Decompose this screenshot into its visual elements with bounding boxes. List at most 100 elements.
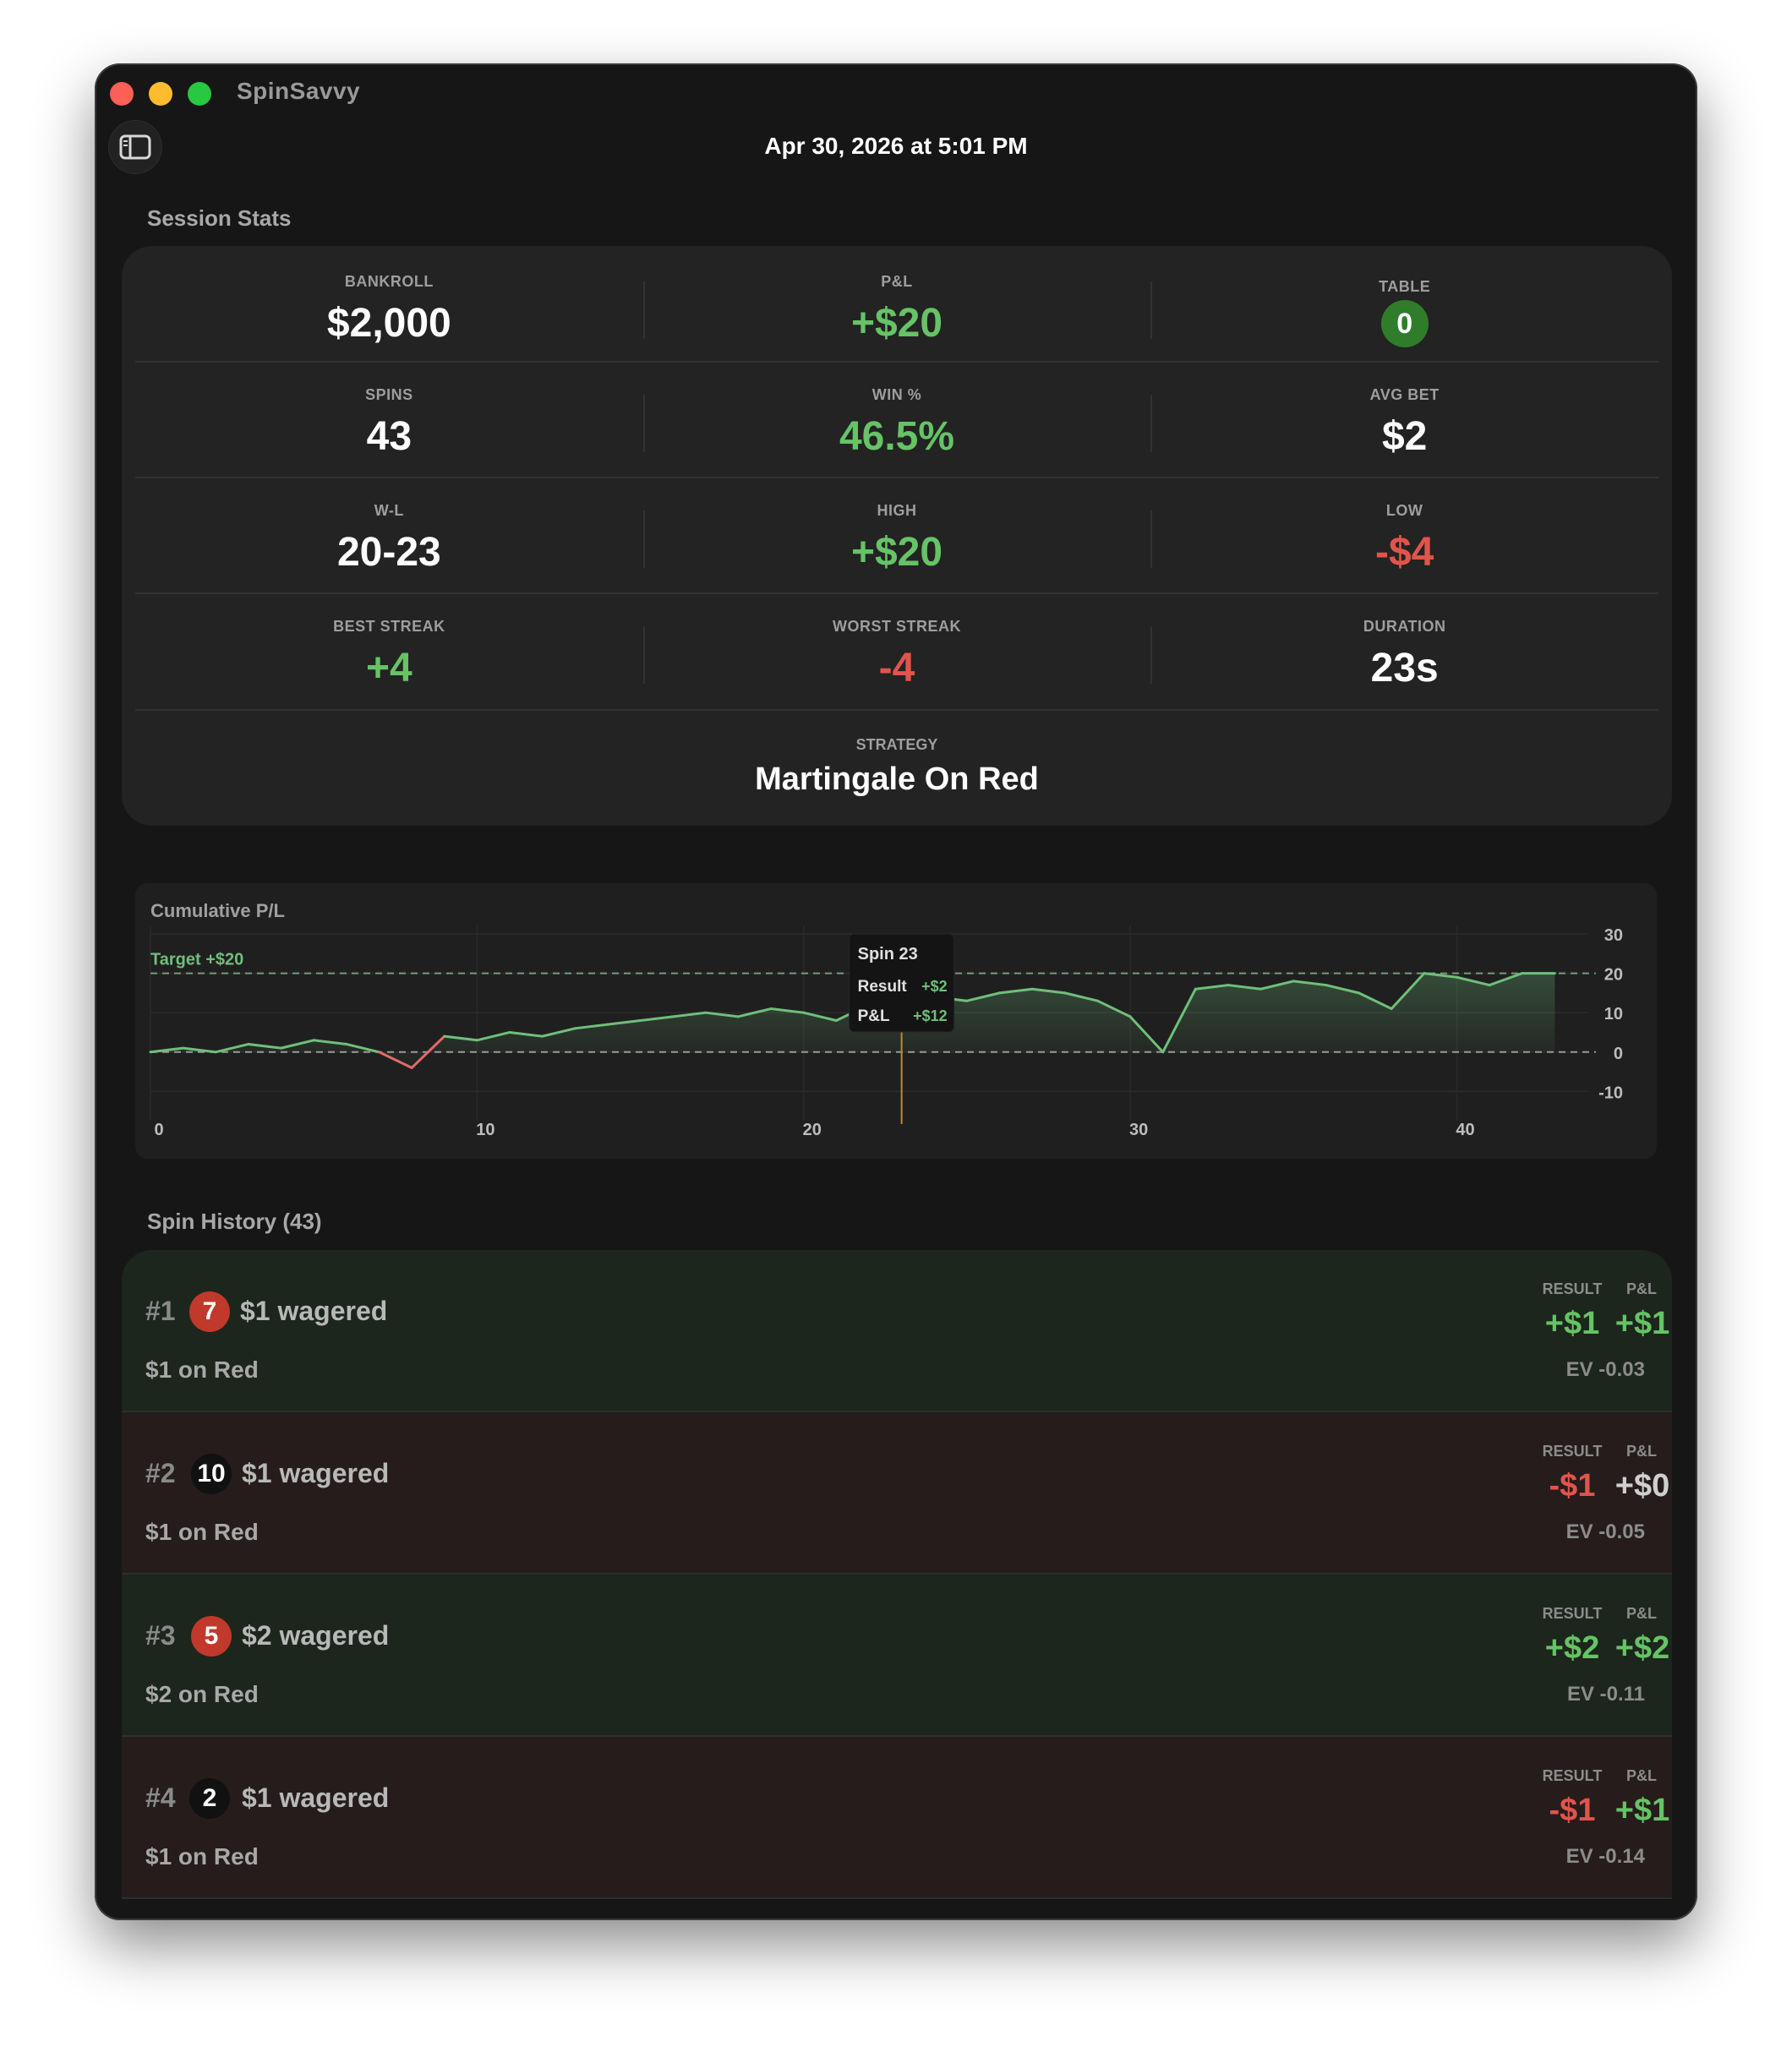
pl-line-segment (443, 1034, 478, 1042)
ball-number: 5 (191, 1616, 232, 1657)
divider (122, 1897, 1672, 1899)
stat-value: 20-23 (336, 530, 441, 575)
spin-row[interactable]: #2 10 $1 wagered $1 on Red RESULT P&L -$… (122, 1412, 1672, 1575)
pl-line-segment (1292, 980, 1328, 987)
pl-line-segment (1227, 984, 1263, 991)
toggle-sidebar-button[interactable] (108, 120, 162, 174)
pl-line-segment (312, 1039, 348, 1045)
pl-line-segment (736, 1007, 773, 1018)
pl-line-segment (541, 1027, 576, 1038)
spin-number: #4 (145, 1782, 176, 1813)
pl-line-segment (639, 1015, 675, 1022)
pl-line-segment (1488, 972, 1524, 987)
pl-line-segment (149, 1046, 185, 1054)
stat-duration: DURATION 23s (1150, 598, 1658, 713)
pl-chart-svg[interactable]: 30 20 10 0 -10 0 10 20 30 40 Target +$20 Spin 23 Res… (135, 883, 1657, 1159)
stat-value: +4 (365, 646, 412, 691)
spin-number: #2 (145, 1458, 176, 1488)
stat-value: +$20 (850, 301, 943, 346)
spin-row[interactable]: #4 2 $1 wagered $1 on Red RESULT P&L -$1… (122, 1737, 1672, 1899)
stat-bankroll: BANKROLL $2,000 (135, 253, 643, 368)
ball-number: 10 (191, 1454, 232, 1494)
bet-description: $2 on Red (145, 1681, 259, 1707)
ball-number: 7 (189, 1291, 230, 1332)
divider (122, 1411, 1672, 1412)
session-stats-card: BANKROLL $2,000 P&L +$20 TABLE 0 SPINS 4… (122, 246, 1672, 826)
tooltip-result-label: Result (858, 978, 908, 996)
pl-line-segment (508, 1030, 544, 1038)
app-title: SpinSavvy (237, 78, 361, 104)
stat-avg-bet: AVG BET $2 (1150, 366, 1658, 482)
stat-label: WORST STREAK (833, 618, 961, 635)
pl-line-segment (1128, 1015, 1165, 1054)
tooltip-pnl-label: P&L (858, 1007, 890, 1025)
strategy-value: Martingale On Red (755, 761, 1039, 797)
stat-high: HIGH +$20 (642, 482, 1151, 598)
stat-label: SPINS (365, 386, 413, 403)
sidebar-icon (119, 134, 151, 160)
stat-label: BEST STREAK (333, 618, 445, 635)
divider (135, 592, 1658, 594)
bet-description: $1 on Red (145, 1356, 259, 1383)
pl-line-segment (1095, 999, 1132, 1018)
stat-table: TABLE 0 (1150, 253, 1658, 368)
pl-line-segment (704, 1011, 740, 1018)
table-number-badge: 0 (1380, 300, 1429, 347)
title-bar: SpinSavvy Apr 30, 2026 at 5:01 PM (95, 63, 1697, 199)
spin-history-list[interactable]: #1 7 $1 wagered $1 on Red RESULT P&L +$1… (122, 1250, 1672, 1920)
stat-label: BANKROLL (344, 273, 434, 290)
pl-line-segment (1063, 991, 1099, 1002)
divider (135, 477, 1658, 478)
strategy-label: STRATEGY (855, 736, 938, 753)
app-window: SpinSavvy Apr 30, 2026 at 5:01 PM Sessio… (95, 63, 1697, 1920)
pl-line-segment (214, 1042, 250, 1054)
zoom-window-button[interactable] (188, 82, 211, 106)
x-tick-label: 0 (154, 1121, 163, 1139)
minimize-window-button[interactable] (149, 82, 172, 106)
pnl-label: P&L (1626, 1767, 1657, 1784)
pl-line-segment (802, 1011, 838, 1022)
stats-row-2: SPINS 43 WIN % 46.5% AVG BET $2 (135, 366, 1658, 482)
stat-wl: W-L 20-23 (135, 482, 643, 598)
pl-line-segment (606, 1019, 642, 1026)
x-tick-label: 20 (803, 1121, 822, 1139)
bet-description: $1 on Red (145, 1843, 259, 1870)
stat-value: 46.5% (839, 414, 955, 459)
stat-value: -$4 (1374, 530, 1434, 575)
pl-line-segment (1259, 980, 1295, 991)
session-datetime: Apr 30, 2026 at 5:01 PM (764, 133, 1028, 159)
spin-row[interactable]: #3 5 $2 wagered $2 on Red RESULT P&L +$2… (122, 1575, 1672, 1737)
divider (122, 1573, 1672, 1575)
y-tick-label: 20 (1604, 966, 1623, 985)
wager-amount: $2 wagered (242, 1620, 390, 1651)
session-stats-heading: Session Stats (147, 205, 292, 231)
y-tick-label: -10 (1598, 1084, 1623, 1102)
spin-row[interactable]: #1 7 $1 wagered $1 on Red RESULT P&L +$1… (122, 1250, 1672, 1412)
stat-spins: SPINS 43 (135, 366, 643, 482)
stat-label: HIGH (877, 502, 917, 519)
stat-label: P&L (881, 273, 913, 290)
pl-line-segment (1194, 984, 1230, 991)
pl-line-segment (247, 1042, 283, 1050)
close-window-button[interactable] (110, 82, 134, 106)
pl-line-segment (1325, 984, 1361, 995)
stat-label: LOW (1385, 502, 1423, 519)
pl-line-segment (377, 1051, 413, 1069)
y-tick-label: 0 (1614, 1045, 1623, 1063)
expected-value: EV -0.11 (1566, 1683, 1645, 1706)
spin-number: #1 (145, 1296, 176, 1326)
expected-value: EV -0.14 (1565, 1845, 1645, 1868)
pl-line-segment (1455, 975, 1491, 987)
stats-row-1: BANKROLL $2,000 P&L +$20 TABLE 0 (135, 253, 1658, 368)
stat-value: $2 (1381, 414, 1428, 459)
stat-value: 43 (366, 414, 412, 459)
pl-line-segment (671, 1011, 708, 1018)
expected-value: EV -0.05 (1565, 1520, 1645, 1543)
x-tick-label: 10 (476, 1121, 494, 1139)
wager-amount: $1 wagered (242, 1782, 390, 1813)
pnl-value: +$1 (1614, 1793, 1670, 1828)
cumulative-pl-chart[interactable]: Cumulative P/L 30 20 10 0 -10 0 10 20 30 40 Target… (135, 883, 1657, 1159)
chart-tooltip (849, 933, 955, 1033)
result-label: RESULT (1542, 1443, 1603, 1460)
result-value: +$2 (1544, 1630, 1600, 1666)
